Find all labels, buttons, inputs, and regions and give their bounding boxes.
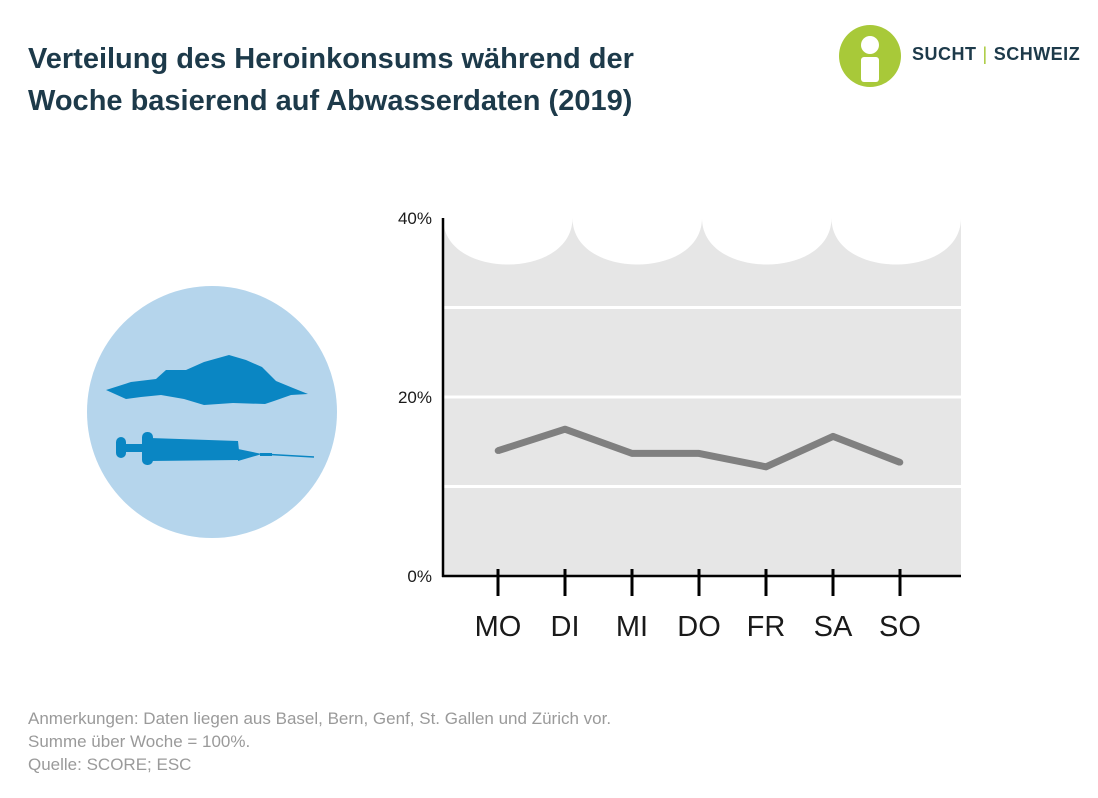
y-tick-label: 20% xyxy=(398,388,432,407)
chart-svg: 0% 20% 40% MO DI MI DO FR SA SO xyxy=(398,209,961,643)
x-tick-label: DO xyxy=(677,611,721,643)
x-tick-label: SO xyxy=(879,611,921,643)
chart-title-line-2: Woche basierend auf Abwasserdaten (2019) xyxy=(28,85,633,117)
x-tick-label: MI xyxy=(616,611,648,643)
x-tick-label: FR xyxy=(747,611,786,643)
heroin-powder-icon xyxy=(106,355,308,405)
chart-notes: Anmerkungen: Daten liegen aus Basel, Ber… xyxy=(28,707,611,776)
note-remarks: Anmerkungen: Daten liegen aus Basel, Ber… xyxy=(28,709,612,728)
logo-person-icon xyxy=(839,25,901,87)
data-point xyxy=(829,433,837,440)
x-tick-label: SA xyxy=(814,611,853,643)
data-point xyxy=(561,425,569,433)
logo-wordmark: SUCHT | SCHWEIZ xyxy=(912,44,1080,65)
syringe-icon xyxy=(116,432,315,465)
data-point xyxy=(896,459,904,466)
logo-text-right: SCHWEIZ xyxy=(993,44,1081,64)
note-source: Quelle: SCORE; ESC xyxy=(28,755,192,774)
x-tick-label: MO xyxy=(475,611,522,643)
note-sum: Summe über Woche = 100%. xyxy=(28,732,251,751)
heroin-illustration xyxy=(86,285,338,544)
illustration-circle xyxy=(87,286,337,538)
sucht-schweiz-logo: SUCHT | SCHWEIZ xyxy=(838,24,1088,88)
data-point xyxy=(762,463,770,471)
logo-separator: | xyxy=(982,44,988,64)
y-tick-label: 40% xyxy=(398,209,432,228)
data-point xyxy=(628,450,636,457)
data-point xyxy=(494,447,502,454)
line-chart: 0% 20% 40% MO DI MI DO FR SA SO xyxy=(380,205,980,660)
chart-title: Verteilung des Heroinkonsums während der… xyxy=(28,38,808,122)
x-tick-label: DI xyxy=(551,611,580,643)
y-tick-label: 0% xyxy=(407,567,432,586)
chart-title-line-1: Verteilung des Heroinkonsums während der xyxy=(28,43,634,75)
logo-text-left: SUCHT xyxy=(912,44,977,64)
data-point xyxy=(695,450,703,457)
